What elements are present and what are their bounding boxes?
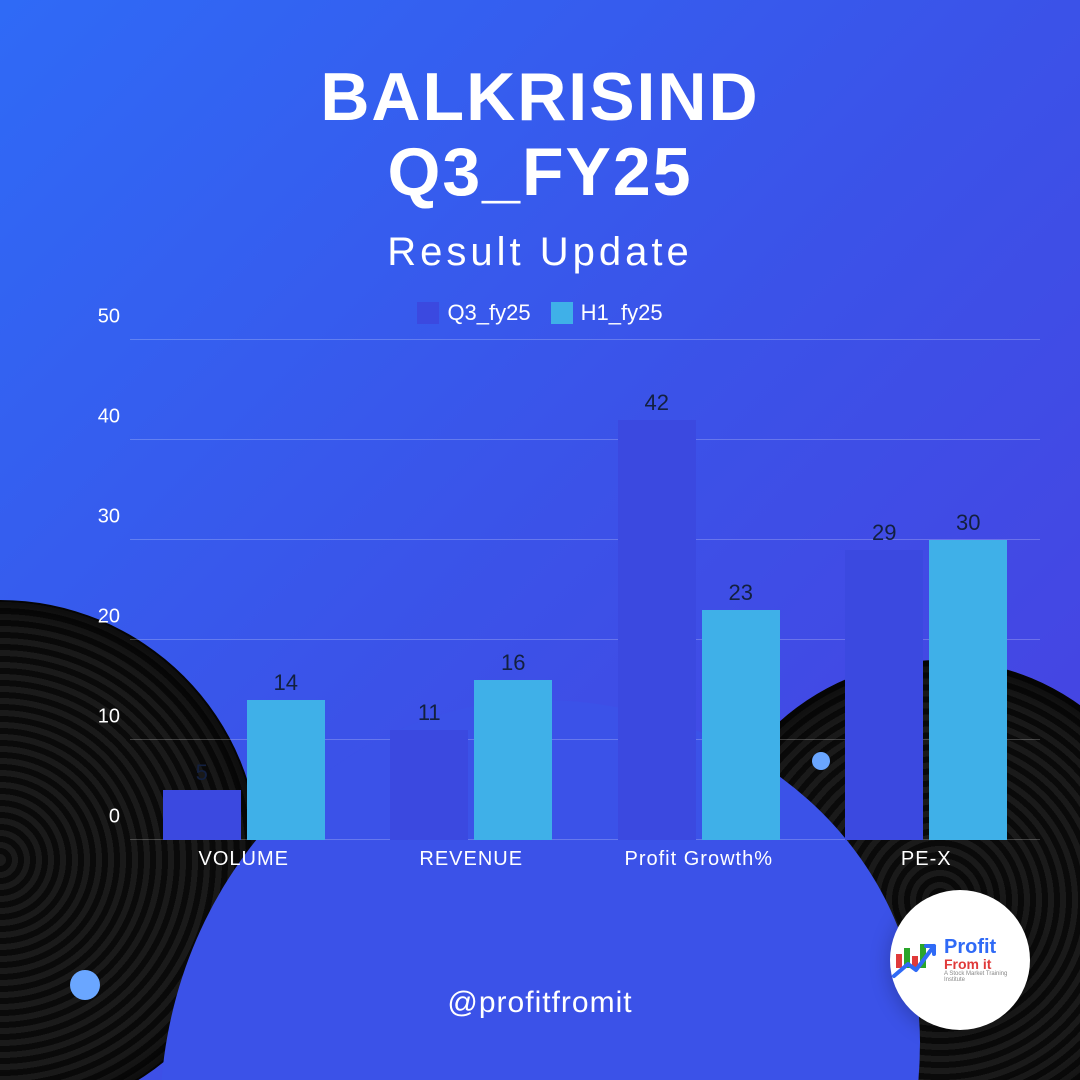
chart-bar-value: 16	[501, 650, 525, 676]
page-title: BALKRISIND Q3_FY25	[0, 60, 1080, 210]
chart-bar-group: 2930	[813, 340, 1041, 840]
chart-bar-value: 5	[196, 760, 208, 786]
logo-text: Profit From it A Stock Market Training I…	[944, 937, 1030, 983]
chart-bar-value: 30	[956, 510, 980, 536]
legend-label-series2: H1_fy25	[581, 300, 663, 326]
chart-bar-value: 42	[645, 390, 669, 416]
infographic-canvas: BALKRISIND Q3_FY25 Result Update Q3_fy25…	[0, 0, 1080, 1080]
chart-bar-value: 23	[729, 580, 753, 606]
chart-xlabel: REVENUE	[358, 840, 586, 880]
legend-swatch-series1	[417, 302, 439, 324]
page-subtitle: Result Update	[0, 230, 1080, 275]
legend-label-series1: Q3_fy25	[447, 300, 530, 326]
legend-swatch-series2	[551, 302, 573, 324]
chart-bar-value: 14	[274, 670, 298, 696]
chart-bar-group: 514	[130, 340, 358, 840]
legend-item-series1: Q3_fy25	[417, 300, 530, 326]
chart-plot-area: 01020304050514111642232930	[130, 340, 1040, 840]
chart-legend: Q3_fy25 H1_fy25	[0, 300, 1080, 326]
brand-logo: Profit From it A Stock Market Training I…	[890, 890, 1030, 1030]
chart-x-axis: VOLUMEREVENUEProfit Growth%PE-X	[130, 840, 1040, 880]
chart-bar-groups: 514111642232930	[130, 340, 1040, 840]
chart-xlabel: VOLUME	[130, 840, 358, 880]
chart-bar-value: 29	[872, 520, 896, 546]
legend-item-series2: H1_fy25	[551, 300, 663, 326]
chart-bar: 23	[702, 610, 780, 840]
chart-bar-value: 11	[418, 700, 441, 726]
chart-ytick: 0	[80, 806, 120, 829]
chart-xlabel: Profit Growth%	[585, 840, 813, 880]
chart-bar-group: 4223	[585, 340, 813, 840]
title-line-1: BALKRISIND	[0, 60, 1080, 135]
logo-text-line1: Profit	[944, 937, 1030, 957]
chart-ytick: 50	[80, 306, 120, 329]
logo-text-line2: From it	[944, 957, 1030, 971]
chart-ytick: 10	[80, 706, 120, 729]
chart-bar: 11	[390, 730, 468, 840]
logo-icon	[890, 936, 938, 984]
chart-bar-group: 1116	[358, 340, 586, 840]
chart-xlabel: PE-X	[813, 840, 1041, 880]
chart-ytick: 30	[80, 506, 120, 529]
logo-tagline: A Stock Market Training Institute	[944, 971, 1030, 983]
chart-bar: 30	[929, 540, 1007, 840]
chart-bar: 16	[474, 680, 552, 840]
chart-ytick: 40	[80, 406, 120, 429]
title-line-2: Q3_FY25	[0, 135, 1080, 210]
chart-bar: 42	[618, 420, 696, 840]
chart-bar: 14	[247, 700, 325, 840]
chart-bar: 5	[163, 790, 241, 840]
chart-ytick: 20	[80, 606, 120, 629]
bar-chart: 01020304050514111642232930 VOLUMEREVENUE…	[70, 340, 1040, 880]
chart-bar: 29	[845, 550, 923, 840]
